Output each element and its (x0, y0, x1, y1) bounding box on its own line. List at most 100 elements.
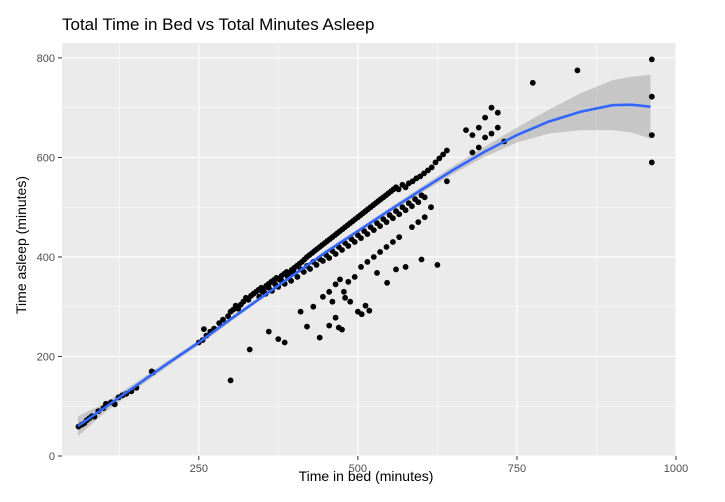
y-axis: 0 200 400 600 800 (37, 53, 62, 463)
data-point (377, 223, 383, 230)
data-point (440, 151, 446, 158)
data-point (444, 178, 450, 185)
data-point (475, 144, 482, 151)
data-point (436, 155, 443, 162)
data-point (275, 336, 282, 342)
data-point (297, 308, 304, 315)
x-tick-label: 750 (508, 463, 526, 475)
major-gridlines (62, 43, 677, 457)
data-point (494, 109, 501, 116)
data-point (337, 276, 343, 283)
data-point (421, 194, 428, 201)
data-point (332, 281, 339, 288)
y-tick-label: 200 (37, 351, 55, 363)
data-point (326, 322, 333, 329)
data-point (482, 114, 488, 121)
data-point (463, 127, 469, 133)
data-point (307, 266, 313, 272)
x-axis: 250 500 750 1000 (190, 456, 688, 475)
data-point (409, 203, 415, 210)
x-tick-label: 1000 (664, 463, 688, 475)
data-point (402, 184, 409, 191)
data-point (339, 326, 345, 333)
data-point (366, 307, 373, 314)
data-point (402, 207, 409, 214)
data-point (345, 243, 352, 249)
data-point (415, 219, 422, 226)
data-point (358, 311, 365, 318)
data-point (377, 249, 383, 255)
data-point (475, 124, 482, 131)
data-point (351, 274, 358, 280)
data-point (326, 255, 333, 261)
data-point (648, 132, 655, 139)
data-point (428, 164, 435, 171)
data-point (313, 262, 320, 268)
data-point (402, 264, 409, 270)
data-point (494, 124, 501, 131)
x-tick-label: 250 (190, 463, 208, 475)
data-point (294, 274, 301, 280)
data-point (201, 326, 207, 332)
data-point (434, 262, 441, 268)
data-point (418, 256, 425, 263)
chart-title: Total Time in Bed vs Total Minutes Aslee… (62, 15, 374, 34)
data-point (469, 149, 476, 156)
data-point (370, 227, 377, 234)
data-point (364, 231, 371, 238)
y-tick-label: 0 (49, 451, 55, 463)
data-point (332, 314, 339, 321)
data-point (469, 132, 476, 139)
data-point (265, 328, 272, 335)
data-point (383, 244, 390, 250)
data-point (326, 288, 333, 295)
data-point (341, 288, 347, 295)
y-axis-label: Time asleep (minutes) (13, 176, 29, 314)
y-tick-label: 600 (37, 152, 55, 164)
x-axis-label: Time in bed (minutes) (299, 468, 434, 484)
data-point (574, 67, 581, 74)
data-point (225, 313, 232, 320)
data-point (648, 93, 655, 100)
data-point (342, 294, 348, 301)
data-point (304, 323, 310, 330)
data-point (246, 346, 253, 353)
data-point (529, 79, 536, 86)
data-point (320, 258, 326, 264)
confidence-ribbon (77, 74, 651, 437)
x-tick-label: 500 (349, 463, 367, 475)
data-point (415, 199, 422, 206)
data-point (288, 277, 294, 284)
data-point (227, 377, 234, 384)
plot-panel (62, 43, 676, 456)
data-point (320, 293, 326, 300)
data-point (347, 298, 354, 305)
data-point (300, 269, 307, 275)
data-point (648, 56, 655, 63)
data-point (488, 104, 495, 111)
data-point (316, 334, 323, 341)
data-point (409, 224, 415, 231)
smooth-line (77, 103, 651, 428)
data-point (428, 204, 434, 211)
data-point (383, 219, 390, 226)
data-point (332, 251, 339, 257)
minor-gridlines (62, 43, 676, 456)
y-tick-label: 800 (37, 53, 55, 65)
data-point (351, 239, 358, 245)
data-point (339, 247, 345, 253)
data-point (384, 279, 390, 286)
data-point (358, 235, 364, 242)
data-point (482, 134, 488, 141)
data-point (390, 239, 396, 245)
data-point (216, 320, 223, 326)
data-point (370, 254, 377, 260)
data-point (358, 264, 364, 270)
data-point (281, 339, 288, 346)
data-point (421, 214, 428, 221)
y-tick-label: 400 (37, 252, 55, 264)
data-point (396, 234, 403, 241)
data-point (488, 130, 495, 137)
data-point (364, 259, 371, 265)
